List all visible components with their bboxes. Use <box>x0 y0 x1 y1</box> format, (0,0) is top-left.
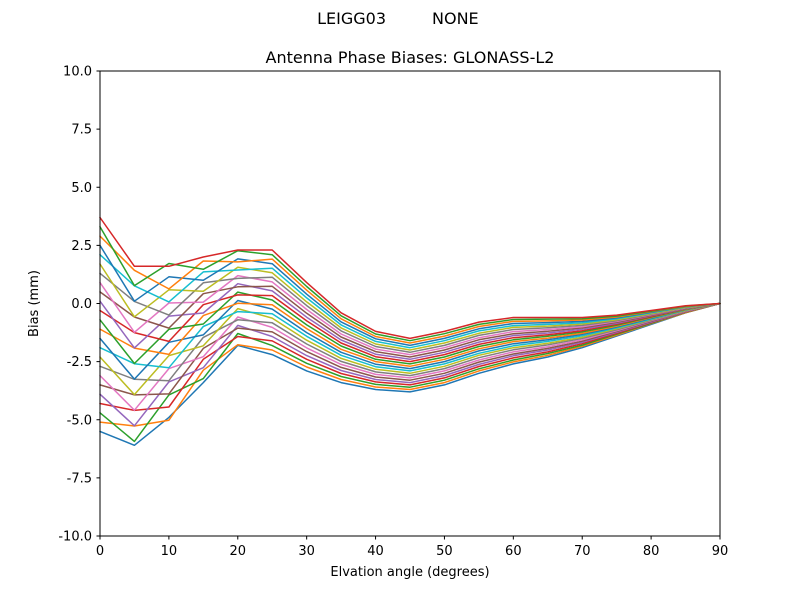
x-tick-label: 30 <box>298 544 315 559</box>
figure-suptitle-left: LEIGG03 <box>317 9 386 28</box>
y-tick-label: 2.5 <box>71 239 92 254</box>
y-tick-label: 7.5 <box>71 123 92 138</box>
plot-line-bias-curve-03 <box>99 302 721 443</box>
x-tick-label: 80 <box>643 544 660 559</box>
plot-line-bias-curve-24 <box>99 216 721 340</box>
plot-line-bias-curve-22 <box>99 235 721 344</box>
plot-line-bias-curve-11 <box>99 299 721 380</box>
x-axis-label: Elvation angle (degrees) <box>330 565 489 580</box>
plot-line-bias-curve-16 <box>99 285 721 358</box>
y-axis: 10.0 7.5 5.0 2.5 0.0 -2.5 -5.0 -7.5 -10.0 <box>58 65 100 545</box>
x-tick-label: 50 <box>436 544 453 559</box>
plot-line-bias-curve-23 <box>99 226 721 342</box>
x-tick-label: 20 <box>230 544 247 559</box>
y-tick-label: -5.0 <box>67 413 92 428</box>
x-tick-label: 70 <box>574 544 591 559</box>
plot-line-bias-curve-19 <box>99 263 721 351</box>
plot-line-bias-curve-07 <box>99 302 721 411</box>
plot-line-bias-curve-02 <box>99 302 721 427</box>
plot-line-bias-curve-08 <box>99 302 721 382</box>
y-tick-label: 0.0 <box>71 297 92 312</box>
x-tick-label: 90 <box>712 544 729 559</box>
y-tick-label: 10.0 <box>63 65 92 80</box>
y-tick-label: -2.5 <box>67 355 92 370</box>
plot-line-bias-curve-14 <box>99 294 721 363</box>
x-tick-label: 0 <box>96 544 104 559</box>
plot-line-bias-curve-05 <box>99 302 721 427</box>
plot-series-group <box>99 216 721 447</box>
x-tick-label: 60 <box>505 544 522 559</box>
plot-line-bias-curve-15 <box>99 282 721 361</box>
plot-line-bias-curve-09 <box>99 302 721 396</box>
x-axis: 0 10 20 30 40 50 60 70 80 90 <box>96 536 728 559</box>
plot-line-bias-curve-13 <box>99 291 721 365</box>
x-tick-label: 10 <box>161 544 178 559</box>
y-tick-label: -10.0 <box>58 530 92 545</box>
plot-line-bias-curve-18 <box>99 272 721 354</box>
y-axis-label: Bias (mm) <box>27 270 42 337</box>
plot-line-bias-curve-20 <box>99 253 721 349</box>
plot-line-bias-curve-12 <box>99 302 721 368</box>
figure-suptitle-right: NONE <box>432 9 479 28</box>
y-tick-label: 5.0 <box>71 181 92 196</box>
plot-line-bias-curve-21 <box>99 244 721 347</box>
plot-line-bias-curve-04 <box>99 302 721 412</box>
chart-title: Antenna Phase Biases: GLONASS-L2 <box>266 48 555 67</box>
y-tick-label: -7.5 <box>67 471 92 486</box>
plot-line-bias-curve-10 <box>99 302 721 372</box>
plot-line-bias-curve-01 <box>99 302 721 447</box>
x-tick-label: 40 <box>367 544 384 559</box>
